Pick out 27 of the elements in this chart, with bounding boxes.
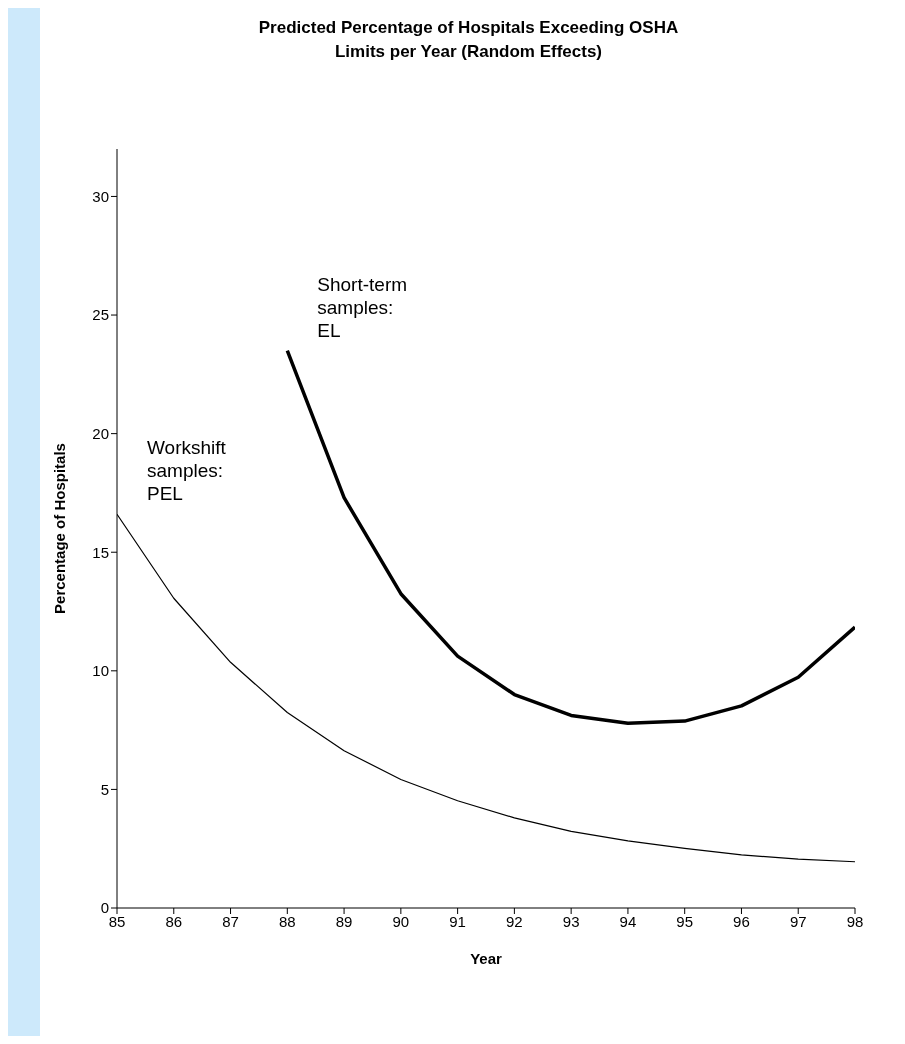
x-tick-label: 88 xyxy=(278,912,296,930)
y-tick-label: 10 xyxy=(92,662,109,680)
chart-title: Predicted Percentage of Hospitals Exceeding OSHA Limits per Year (Random Effects) xyxy=(257,17,680,63)
x-tick-label: 98 xyxy=(846,912,864,930)
x-tick-label: 91 xyxy=(449,912,466,930)
x-axis-title: Year xyxy=(470,950,503,967)
x-tick-label: 92 xyxy=(506,912,523,930)
x-tick-label: 90 xyxy=(392,912,410,930)
y-tick-label: 15 xyxy=(92,543,109,561)
y-tick-label: 0 xyxy=(100,899,109,917)
y-tick-label: 25 xyxy=(92,306,109,324)
x-tick-label: 94 xyxy=(619,912,637,930)
y-axis-title: Percentage of Hospitals xyxy=(51,443,69,614)
x-tick-label: 96 xyxy=(733,912,750,930)
y-tick-label: 30 xyxy=(92,187,109,205)
series-label: Workshift samples: PEL xyxy=(147,437,227,505)
x-tick-label: 87 xyxy=(222,912,239,930)
x-tick-label: 85 xyxy=(108,912,126,930)
x-tick-label: 95 xyxy=(676,912,694,930)
x-tick-label: 97 xyxy=(789,912,807,930)
y-tick-label: 20 xyxy=(92,424,109,442)
x-tick-label: 89 xyxy=(335,912,353,930)
line-series xyxy=(285,348,855,725)
series-label: Short-term samples: EL xyxy=(317,273,408,341)
x-tick-label: 93 xyxy=(562,912,580,930)
x-tick-label: 86 xyxy=(165,912,183,930)
y-tick-label: 5 xyxy=(100,780,109,798)
